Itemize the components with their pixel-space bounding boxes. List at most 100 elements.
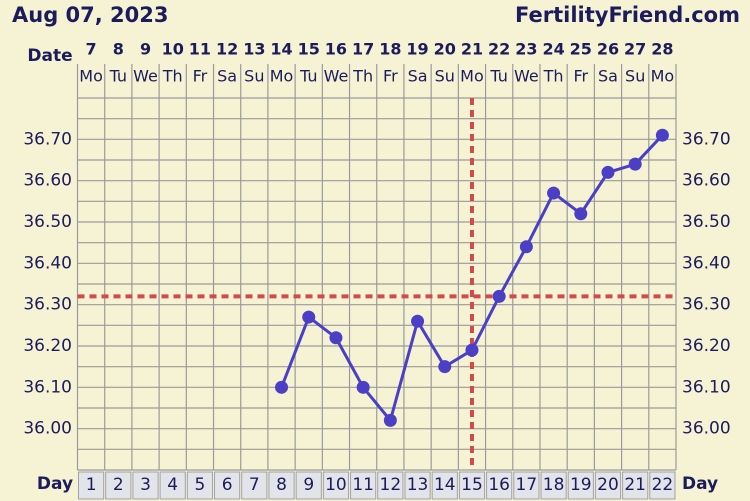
temperature-point [383, 413, 397, 427]
weekday: Tu [109, 67, 127, 86]
date-number: 15 [298, 40, 320, 59]
date-number: 28 [651, 40, 673, 59]
x-tick-label: 19 [570, 475, 592, 495]
x-tick-label: 3 [140, 475, 151, 495]
x-tick-label: 14 [434, 475, 456, 495]
weekday: Su [435, 67, 455, 86]
temperature-point [574, 207, 588, 221]
day-cell [649, 471, 676, 500]
weekday: Mo [651, 67, 675, 86]
temperature-point [329, 331, 343, 345]
weekday: We [324, 67, 349, 86]
weekday: Sa [408, 67, 428, 86]
y-tick-label: 36.70 [23, 129, 72, 149]
date-number: 23 [515, 40, 537, 59]
x-tick-label: 6 [222, 475, 233, 495]
day-cell [486, 471, 513, 500]
day-cell [241, 471, 268, 500]
date-label: Date [27, 46, 72, 66]
x-tick-label: 8 [276, 475, 287, 495]
date-number: 9 [140, 40, 151, 59]
date-number: 21 [461, 40, 483, 59]
day-cell [567, 471, 594, 500]
date-number: 17 [352, 40, 374, 59]
x-tick-label: 12 [380, 475, 402, 495]
weekday: Th [352, 67, 373, 86]
x-tick-label: 16 [488, 475, 510, 495]
y-tick-label: 36.10 [23, 377, 72, 397]
day-cell [377, 471, 404, 500]
y-tick-label: 36.40 [682, 253, 731, 273]
weekday: Fr [383, 67, 398, 86]
date-number: 20 [434, 40, 456, 59]
y-tick-label: 36.00 [682, 419, 731, 439]
weekday: Sa [598, 67, 618, 86]
temperature-point [492, 289, 506, 303]
y-tick-label: 36.70 [682, 129, 731, 149]
weekday: We [133, 67, 158, 86]
date-number: 19 [406, 40, 428, 59]
temperature-point [302, 310, 316, 324]
date-number: 13 [243, 40, 265, 59]
day-cell [431, 471, 458, 500]
day-cell [295, 471, 322, 500]
date-number: 26 [597, 40, 619, 59]
x-tick-label: 9 [303, 475, 314, 495]
day-cell [322, 471, 350, 500]
x-tick-label: 5 [195, 475, 206, 495]
day-cell [458, 471, 486, 500]
site-name: FertilityFriend.com [515, 3, 740, 27]
x-tick-label: 10 [325, 475, 347, 495]
weekday: Th [543, 67, 564, 86]
y-tick-label: 36.20 [682, 336, 731, 356]
x-tick-label: 11 [352, 475, 374, 495]
x-tick-label: 13 [407, 475, 429, 495]
y-tick-label: 36.40 [23, 253, 72, 273]
day-cell [268, 471, 295, 500]
x-tick-label: 1 [86, 475, 97, 495]
weekday: Fr [573, 67, 588, 86]
y-tick-label: 36.60 [23, 171, 72, 191]
weekday: Tu [489, 67, 507, 86]
chart-date: Aug 07, 2023 [12, 3, 169, 27]
day-cell [214, 471, 241, 500]
weekday: Mo [270, 67, 294, 86]
date-number: 27 [624, 40, 646, 59]
y-tick-label: 36.00 [23, 419, 72, 439]
date-number: 12 [216, 40, 238, 59]
date-number: 7 [86, 40, 97, 59]
x-tick-label: 21 [624, 475, 646, 495]
y-tick-label: 36.60 [682, 171, 731, 191]
day-cell [594, 471, 622, 500]
y-tick-label: 36.50 [682, 212, 731, 232]
day-cell [513, 471, 540, 500]
y-tick-label: 36.30 [23, 295, 72, 315]
y-tick-label: 36.10 [682, 377, 731, 397]
day-label: Day [682, 474, 718, 494]
date-number: 8 [113, 40, 124, 59]
temperature-point [519, 240, 533, 254]
y-tick-label: 36.30 [682, 295, 731, 315]
date-number: 10 [162, 40, 184, 59]
temperature-point [601, 165, 615, 179]
date-number: 11 [189, 40, 211, 59]
day-cell [404, 471, 431, 500]
day-cell [159, 471, 186, 500]
x-tick-label: 15 [461, 475, 483, 495]
x-tick-label: 18 [543, 475, 565, 495]
date-number: 14 [270, 40, 292, 59]
date-number: 18 [379, 40, 401, 59]
x-tick-label: 2 [113, 475, 124, 495]
temperature-point [465, 343, 479, 357]
weekday: We [514, 67, 539, 86]
weekday: Fr [193, 67, 208, 86]
date-number: 24 [542, 40, 564, 59]
x-tick-label: 22 [652, 475, 674, 495]
x-tick-label: 4 [167, 475, 178, 495]
weekday: Th [162, 67, 183, 86]
day-cell [350, 471, 377, 500]
weekday: Tu [299, 67, 317, 86]
weekday: Su [625, 67, 645, 86]
day-cell [186, 471, 214, 500]
